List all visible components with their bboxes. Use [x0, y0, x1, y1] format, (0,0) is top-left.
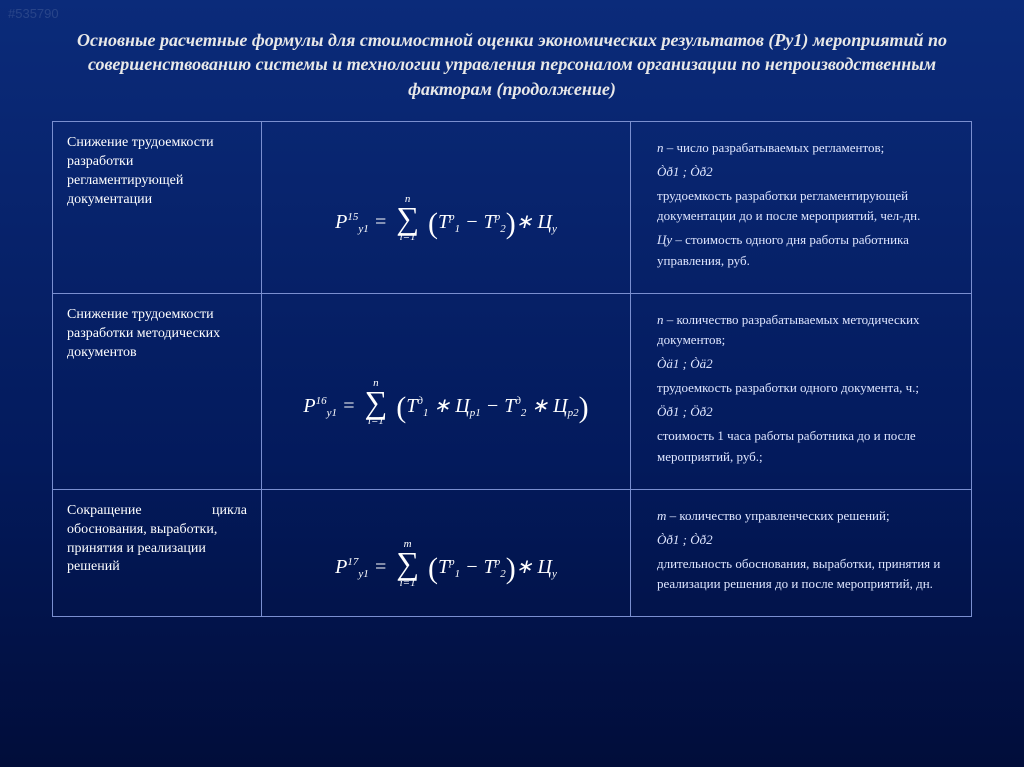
row-description: n – количество разрабатываемых методичес… — [631, 293, 972, 489]
row-label: Снижение трудоемкости разработки регламе… — [53, 121, 262, 293]
table-row: Снижение трудоемкости разработки методич… — [53, 293, 972, 489]
page-title: Основные расчетные формулы для стоимостн… — [0, 0, 1024, 111]
row-label: Сокращение циклаобоснования, выработки, … — [53, 489, 262, 617]
row-label: Снижение трудоемкости разработки методич… — [53, 293, 262, 489]
table-row: Снижение трудоемкости разработки регламе… — [53, 121, 972, 293]
row-description: n – число разрабатываемых регламентов;Òð… — [631, 121, 972, 293]
row-formula: P17у1 = m ∑ i=1 (Тр1 − Тр2)∗ Цу — [262, 489, 631, 617]
formula-table: Снижение трудоемкости разработки регламе… — [52, 121, 972, 617]
row-description: m – количество управленческих решений;Òð… — [631, 489, 972, 617]
table-row: Сокращение циклаобоснования, выработки, … — [53, 489, 972, 617]
row-formula: P16у1 = n ∑ i=1 (Тд1 ∗ Цр1 − Тд2 ∗ Цр2) — [262, 293, 631, 489]
watermark: #535790 — [8, 6, 59, 21]
row-formula: P15у1 = n ∑ i=1 (Тр1 − Тр2)∗ Цу — [262, 121, 631, 293]
